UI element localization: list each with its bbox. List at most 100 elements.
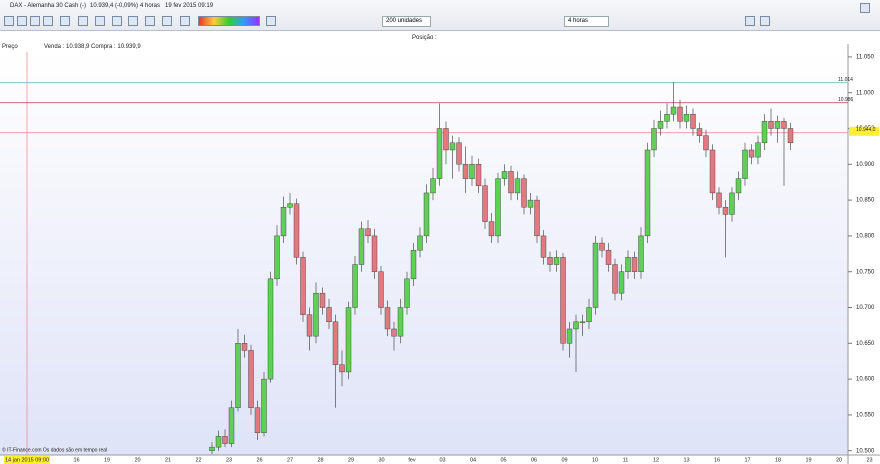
x-tick-label: 26 [256,457,262,463]
x-tick-label: 22 [195,457,201,463]
time-box [4,456,50,464]
candle-body [436,128,443,179]
candle-body [254,407,261,434]
candle-body [287,203,293,208]
candle-body [352,264,358,308]
candle-body [495,178,501,237]
candle-body [579,321,586,324]
tool[interactable] [162,16,172,26]
x-tick-label: 10 [592,457,598,463]
x-tick-label: 16 [714,457,720,463]
level-label: 11.014 [838,77,853,83]
candle-body [534,199,540,237]
tool[interactable] [128,16,138,26]
candle-body [228,407,235,444]
tool[interactable] [180,16,190,26]
candle-body [345,307,352,373]
candle-body [696,128,703,136]
tool[interactable] [17,16,27,26]
x-tick-label: 03 [439,457,445,463]
units-select[interactable]: 200 unidades [382,16,431,27]
x-tick-label: 23 [866,457,872,463]
x-tick-label: 11 [623,457,629,463]
quote: 10.939,4 (-0,09%) [90,3,139,9]
candle-body [456,142,462,165]
tool[interactable] [60,16,70,26]
period: 4 horas [140,3,161,9]
candle-body [235,343,241,408]
candle-body [612,264,618,294]
candle-body [703,135,709,151]
candle-body [651,128,657,151]
candle-body [755,142,761,158]
candle-body [267,278,274,380]
candle-body [488,221,495,237]
tool[interactable] [43,16,53,26]
candle-body [501,171,508,179]
candle-body [209,446,215,451]
y-tick-label: 10.900 [856,162,875,168]
tool[interactable] [745,16,755,26]
candle-body [540,235,547,258]
candle-body [631,257,638,272]
x-tick-label: 18 [775,457,781,463]
x-tick-label: 29 [348,457,354,463]
x-tick-label: 05 [500,457,506,463]
x-tick-label: 17 [744,457,750,463]
plot-bg [0,52,848,455]
candle-body [709,149,716,194]
tool[interactable] [760,16,770,26]
candle-body [729,192,735,215]
candle-body [443,128,449,151]
candle-body [274,235,280,280]
x-tick-label: 20 [134,457,140,463]
x-tick-label: 14 jan 2015 09:00 [5,457,49,463]
candle-body [774,121,781,129]
period-select[interactable]: 4 horas [564,16,609,27]
candle-body [716,192,722,208]
candle-body [560,257,566,344]
price-box [849,126,879,136]
candle-body [677,106,683,122]
candle-body [293,203,300,258]
candle-body [248,350,254,408]
tool[interactable] [145,16,155,26]
y-tick-label: 10.650 [856,341,875,347]
candle-body [781,121,787,129]
x-tick-label: 23 [226,457,232,463]
instrument: DAX - Alemanha 30 Cash (-) [10,3,87,9]
x-tick-label: 19 [104,457,110,463]
candle-body [417,235,423,251]
candle-body [592,242,599,308]
x-tick-label: 20 [836,457,842,463]
candle-body [618,271,625,294]
candle-body [391,328,397,337]
x-tick-label: 16 [73,457,79,463]
candle-body [690,113,696,129]
candle-body [313,292,319,337]
candle-body [300,257,306,315]
color-palette[interactable] [198,16,260,26]
candle-body [722,207,729,215]
candle-body [371,235,378,272]
candle-body [449,142,456,151]
close-button[interactable] [860,3,870,13]
tool[interactable] [266,16,276,26]
candle-body [521,178,527,208]
tool[interactable] [4,16,14,26]
y-tick-label: 10.550 [856,412,875,418]
tool[interactable] [95,16,105,26]
candle-body [261,378,267,434]
candle-body [378,271,384,308]
candle-body [742,149,748,179]
candle-body [306,314,313,337]
candle-body [664,113,670,122]
tool[interactable] [78,16,88,26]
tool[interactable] [30,16,40,26]
candle-body [566,328,573,344]
candle-body [599,242,605,251]
footer: © IT-Finance.com Os dados são em tempo r… [2,446,107,453]
candle-body [683,113,690,122]
tool[interactable] [112,16,122,26]
x-tick-label: 28 [317,457,323,463]
